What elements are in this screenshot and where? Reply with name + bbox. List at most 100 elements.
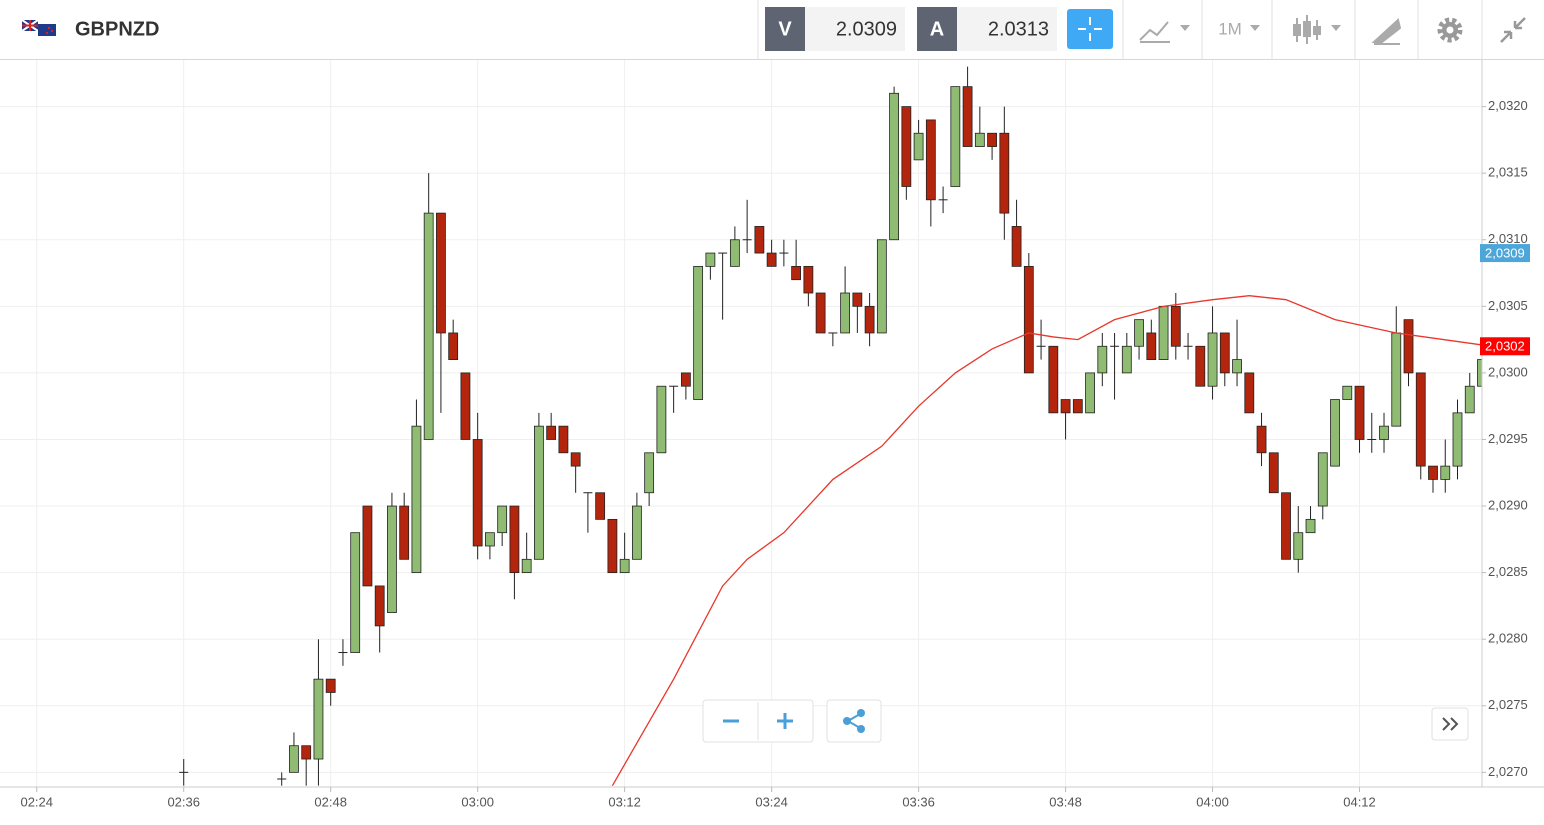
settings-button[interactable] (1437, 17, 1463, 43)
candle-body (521, 558, 532, 574)
scroll-end-icon (1442, 717, 1459, 731)
candle-body (644, 452, 655, 494)
candle-body (619, 558, 630, 574)
candle-body (693, 265, 704, 400)
draw-button[interactable] (1371, 18, 1402, 45)
candle-body (546, 425, 557, 440)
share-button[interactable] (843, 709, 865, 733)
share-box (826, 699, 882, 743)
candle-body (1048, 345, 1059, 414)
y-tick-label: 2,0275 (1488, 697, 1528, 712)
candle-body (374, 585, 385, 627)
x-tick-label: 03:24 (755, 794, 788, 809)
candle-body (558, 425, 569, 454)
candle-body (791, 265, 802, 281)
chart-type-button[interactable] (1139, 21, 1190, 43)
candle-body (1440, 465, 1451, 480)
candle-body (1085, 372, 1095, 414)
y-tick-label: 2,0320 (1488, 98, 1528, 113)
candle-body (656, 385, 667, 454)
candle-body (595, 492, 606, 520)
candle-body (509, 505, 520, 574)
candle-body (1146, 332, 1157, 360)
candle-body (1317, 452, 1328, 507)
candle-body (313, 678, 324, 760)
candle-body (1219, 332, 1230, 374)
candle-body (607, 518, 618, 574)
candle-body (1072, 399, 1083, 414)
candle-body (1477, 359, 1482, 387)
candle-body (485, 532, 495, 547)
x-tick-label: 02:36 (167, 794, 200, 809)
moving-average-line (611, 295, 1482, 786)
y-tick-label: 2,0300 (1488, 364, 1528, 379)
candle-body (1158, 305, 1169, 360)
buy-label: A (930, 18, 944, 40)
x-tick-label: 04:00 (1196, 794, 1229, 809)
candle-body (289, 745, 299, 773)
x-tick-label: 03:00 (461, 794, 494, 809)
candle-body (436, 212, 446, 334)
candle-body (362, 505, 373, 587)
candle-body (754, 226, 765, 254)
candle-body (705, 252, 716, 267)
symbol: GBPNZD (75, 18, 159, 40)
candle-body (1293, 532, 1304, 560)
candle-body (1268, 452, 1279, 494)
candle-body (534, 425, 544, 560)
candle-body (1281, 492, 1291, 560)
sell-button[interactable] (765, 7, 805, 51)
price-tag-label: 2,0302 (1485, 339, 1525, 354)
candle-body (448, 332, 459, 360)
y-tick-label: 2,0315 (1488, 165, 1528, 180)
sell-label: V (778, 18, 792, 40)
candle-body (411, 425, 422, 574)
candle-body (962, 86, 973, 147)
candle-body (423, 212, 434, 440)
candle-body (570, 452, 581, 467)
candle-body (1256, 425, 1267, 454)
y-tick-label: 2,0285 (1488, 564, 1528, 579)
candle-body (680, 372, 691, 387)
candle-body (999, 132, 1010, 214)
timeframe-arrow (1250, 25, 1260, 31)
candle-body (901, 106, 912, 187)
buy-price: 2.0313 (988, 18, 1049, 40)
buy-price-box[interactable] (957, 7, 1057, 51)
x-tick-label: 02:48 (314, 794, 347, 809)
candle-body (631, 505, 642, 560)
crosshair-button[interactable] (1067, 9, 1113, 49)
candle-body (1244, 372, 1255, 414)
candle-body (1170, 305, 1181, 347)
candle-body (1342, 385, 1353, 400)
candle-body (803, 265, 814, 294)
candle-body (1391, 332, 1402, 427)
candle-body (1121, 345, 1132, 374)
sell-price-box[interactable] (805, 7, 905, 51)
candle-body (1097, 345, 1108, 374)
buy-button[interactable] (917, 7, 957, 51)
price-tag-label: 2,0309 (1485, 246, 1525, 261)
collapse-button[interactable] (1500, 17, 1526, 43)
candle-body (766, 252, 777, 267)
candle-body (1207, 332, 1218, 387)
candle-body (1305, 518, 1316, 534)
candles-button[interactable] (1293, 15, 1341, 44)
candle-body (301, 745, 312, 760)
candle-body (950, 86, 961, 187)
candle-body (1195, 345, 1206, 387)
y-tick-label: 2,0290 (1488, 497, 1528, 512)
crosshair-icon (1078, 17, 1102, 41)
candle-body (987, 132, 997, 147)
x-tick-label: 04:12 (1343, 794, 1376, 809)
candle-body (815, 292, 826, 334)
zoom-in-button[interactable] (777, 713, 793, 729)
y-tick-label: 2,0270 (1488, 764, 1528, 779)
timeframe[interactable]: 1M (1218, 19, 1242, 38)
candle-body (1428, 465, 1438, 480)
candle-body (729, 239, 740, 267)
candle-body (350, 532, 361, 653)
y-tick-label: 2,0295 (1488, 431, 1528, 446)
